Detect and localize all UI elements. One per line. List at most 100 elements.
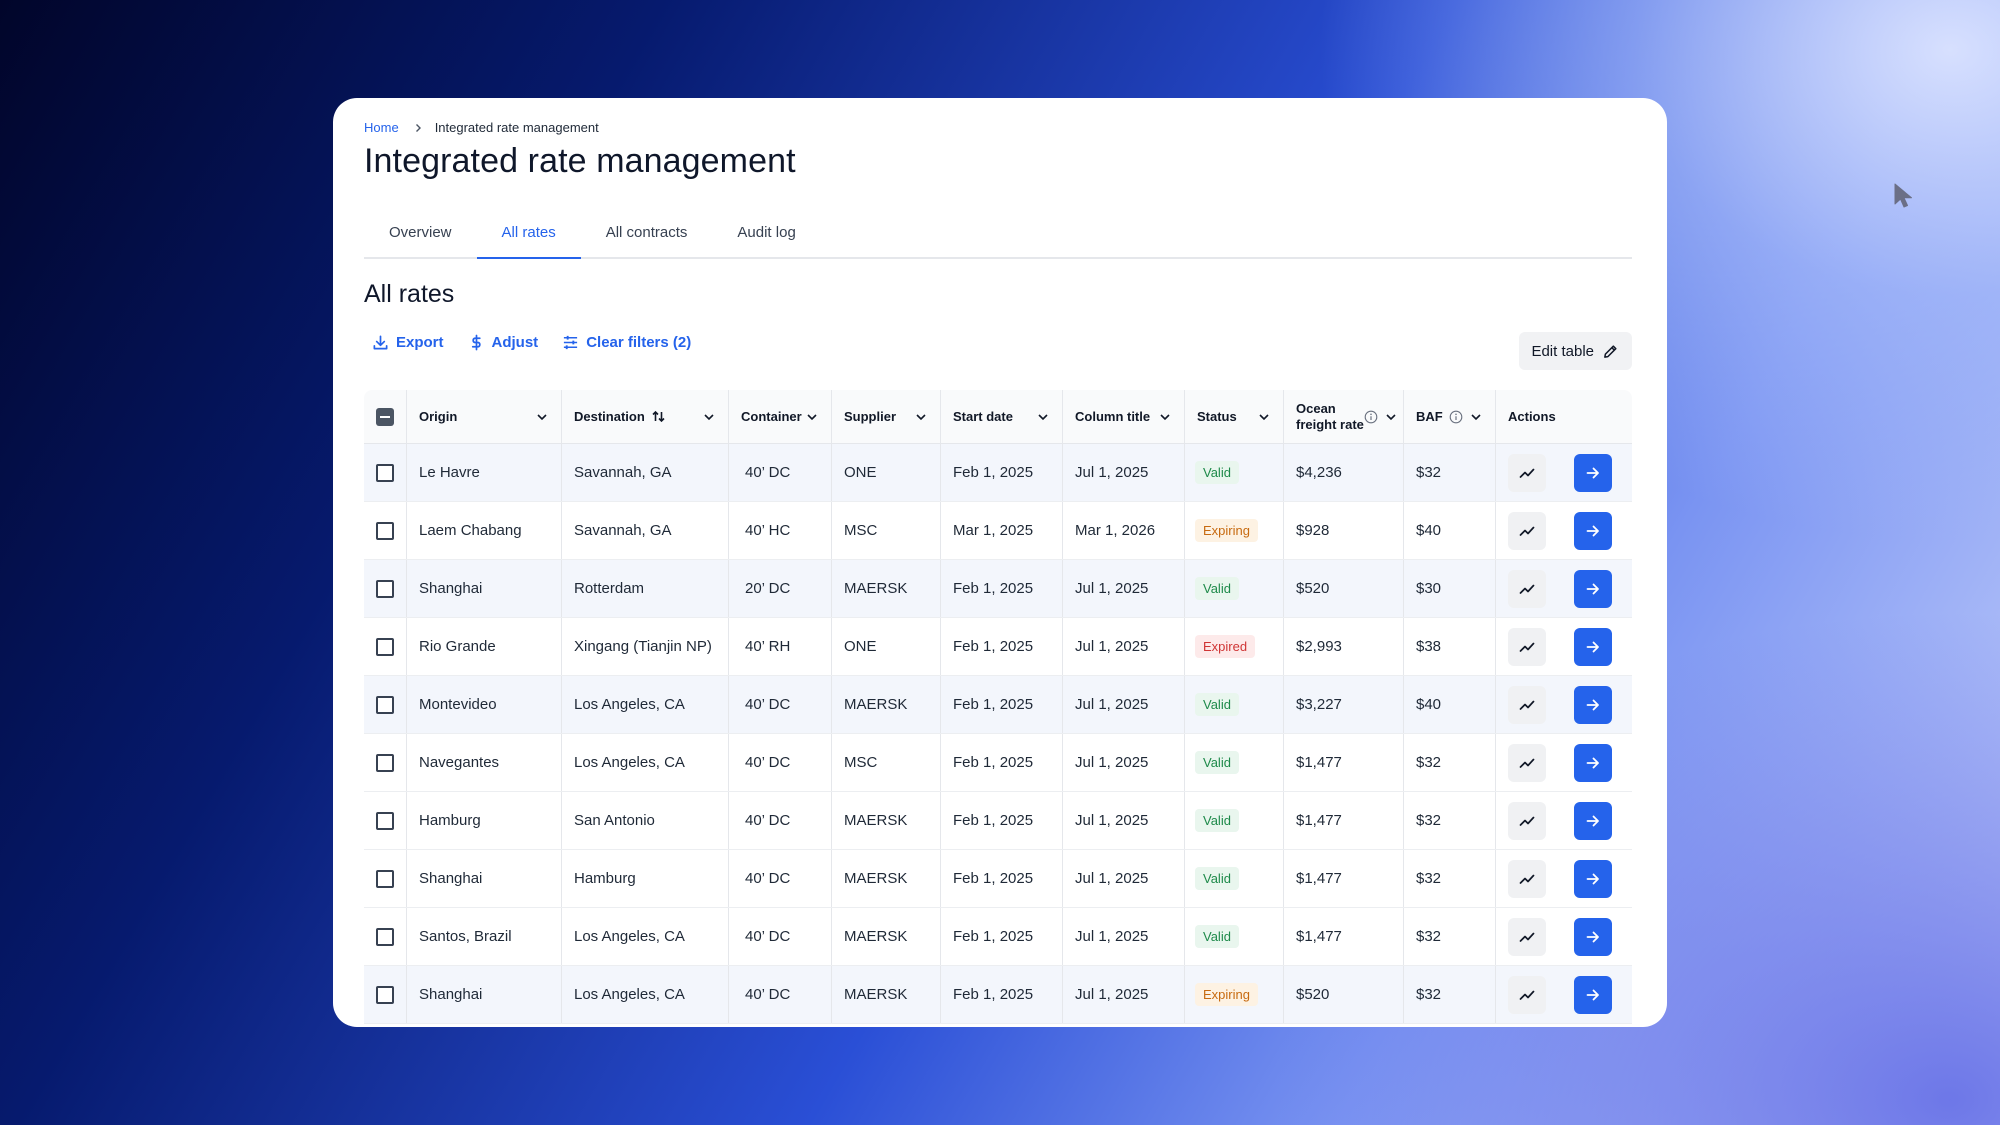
trend-chart-icon[interactable] bbox=[1508, 975, 1546, 1014]
header-container[interactable]: Container bbox=[729, 390, 832, 443]
cell-container: 40’ DC bbox=[729, 734, 832, 791]
select-all-checkbox[interactable] bbox=[376, 407, 394, 426]
cell-start-date: Feb 1, 2025 bbox=[941, 444, 1063, 501]
trend-chart-icon[interactable] bbox=[1508, 627, 1546, 666]
table-row[interactable]: Shanghai Los Angeles, CA 40’ DC MAERSK Feb 1… bbox=[364, 966, 1632, 1024]
cell-origin: Le Havre bbox=[407, 444, 562, 501]
cell-supplier: MSC bbox=[832, 502, 941, 559]
edit-table-button[interactable]: Edit table bbox=[1519, 332, 1632, 370]
cell-origin: Montevideo bbox=[407, 676, 562, 733]
trend-chart-icon[interactable] bbox=[1508, 917, 1546, 956]
cell-baf: $32 bbox=[1404, 444, 1496, 501]
trend-chart-icon[interactable] bbox=[1508, 453, 1546, 492]
cell-actions bbox=[1496, 444, 1632, 501]
cell-supplier: MAERSK bbox=[832, 966, 941, 1023]
row-checkbox[interactable] bbox=[376, 811, 394, 830]
trend-chart-icon[interactable] bbox=[1508, 743, 1546, 782]
arrow-right-icon[interactable] bbox=[1574, 627, 1612, 666]
row-checkbox[interactable] bbox=[376, 753, 394, 772]
arrow-right-icon[interactable] bbox=[1574, 801, 1612, 840]
cell-start-date: Feb 1, 2025 bbox=[941, 618, 1063, 675]
info-icon[interactable] bbox=[1449, 410, 1463, 424]
cell-supplier: MAERSK bbox=[832, 676, 941, 733]
cell-start-date: Feb 1, 2025 bbox=[941, 676, 1063, 733]
cell-destination: Los Angeles, CA bbox=[562, 908, 729, 965]
trend-chart-icon[interactable] bbox=[1508, 685, 1546, 724]
row-checkbox[interactable] bbox=[376, 463, 394, 482]
row-checkbox[interactable] bbox=[376, 579, 394, 598]
status-badge: Expiring bbox=[1195, 983, 1258, 1006]
table-row[interactable]: Shanghai Rotterdam 20’ DC MAERSK Feb 1, 2025… bbox=[364, 560, 1632, 618]
cell-destination: Rotterdam bbox=[562, 560, 729, 617]
arrow-right-icon[interactable] bbox=[1574, 569, 1612, 608]
table-row[interactable]: Montevideo Los Angeles, CA 40’ DC MAERSK Feb… bbox=[364, 676, 1632, 734]
table-row[interactable]: Laem Chabang Savannah, GA 40’ HC MSC Mar 1, … bbox=[364, 502, 1632, 560]
cell-ocean-freight-rate: $4,236 bbox=[1284, 444, 1404, 501]
trend-chart-icon[interactable] bbox=[1508, 569, 1546, 608]
status-badge: Expiring bbox=[1195, 519, 1258, 542]
chevron-down-icon bbox=[1038, 413, 1048, 420]
export-button[interactable]: Export bbox=[372, 334, 444, 351]
tab-overview[interactable]: Overview bbox=[389, 224, 452, 241]
cell-origin: Hamburg bbox=[407, 792, 562, 849]
status-badge: Valid bbox=[1195, 461, 1239, 484]
table-row[interactable]: Hamburg San Antonio 40’ DC MAERSK Feb 1, 202… bbox=[364, 792, 1632, 850]
row-checkbox[interactable] bbox=[376, 927, 394, 946]
cell-status: Valid bbox=[1185, 792, 1284, 849]
header-baf[interactable]: BAF bbox=[1404, 390, 1496, 443]
row-select-cell bbox=[364, 676, 407, 733]
cell-status: Valid bbox=[1185, 560, 1284, 617]
breadcrumb-home-link[interactable]: Home bbox=[364, 120, 399, 135]
row-checkbox[interactable] bbox=[376, 695, 394, 714]
trend-chart-icon[interactable] bbox=[1508, 511, 1546, 550]
cell-baf: $32 bbox=[1404, 792, 1496, 849]
cell-container: 20’ DC bbox=[729, 560, 832, 617]
header-actions: Actions bbox=[1496, 390, 1632, 443]
header-destination[interactable]: Destination bbox=[562, 390, 729, 443]
header-status[interactable]: Status bbox=[1185, 390, 1284, 443]
table-row[interactable]: Santos, Brazil Los Angeles, CA 40’ DC MAERS… bbox=[364, 908, 1632, 966]
cell-supplier: ONE bbox=[832, 444, 941, 501]
arrow-right-icon[interactable] bbox=[1574, 743, 1612, 782]
table-row[interactable]: Shanghai Hamburg 40’ DC MAERSK Feb 1, 2025 Ju… bbox=[364, 850, 1632, 908]
info-icon[interactable] bbox=[1364, 410, 1378, 424]
trend-chart-icon[interactable] bbox=[1508, 859, 1546, 898]
table-row[interactable]: Navegantes Los Angeles, CA 40’ DC MSC Feb 1,… bbox=[364, 734, 1632, 792]
header-status-label: Status bbox=[1197, 409, 1237, 424]
tab-all-contracts[interactable]: All contracts bbox=[605, 224, 688, 241]
arrow-right-icon[interactable] bbox=[1574, 511, 1612, 550]
arrow-right-icon[interactable] bbox=[1574, 975, 1612, 1014]
header-column-title[interactable]: Column title bbox=[1063, 390, 1185, 443]
header-ocean-freight-rate[interactable]: Ocean freight rate bbox=[1284, 390, 1404, 443]
header-start-date[interactable]: Start date bbox=[941, 390, 1063, 443]
cell-end-date: Jul 1, 2025 bbox=[1063, 444, 1185, 501]
header-origin[interactable]: Origin bbox=[407, 390, 562, 443]
arrow-right-icon[interactable] bbox=[1574, 859, 1612, 898]
row-checkbox[interactable] bbox=[376, 869, 394, 888]
tab-all-rates[interactable]: All rates bbox=[476, 216, 581, 259]
clear-filters-button[interactable]: Clear filters (2) bbox=[562, 334, 691, 351]
arrow-right-icon[interactable] bbox=[1574, 917, 1612, 956]
cell-destination: Los Angeles, CA bbox=[562, 966, 729, 1023]
cell-actions bbox=[1496, 850, 1632, 907]
table-row[interactable]: Le Havre Savannah, GA 40’ DC ONE Feb 1, 2025… bbox=[364, 444, 1632, 502]
table-row[interactable]: Rio Grande Xingang (Tianjin NP) 40’ RH ONE F… bbox=[364, 618, 1632, 676]
row-checkbox[interactable] bbox=[376, 521, 394, 540]
arrow-right-icon[interactable] bbox=[1574, 685, 1612, 724]
row-checkbox[interactable] bbox=[376, 637, 394, 656]
sort-arrows-icon[interactable] bbox=[651, 409, 666, 424]
cell-actions bbox=[1496, 734, 1632, 791]
dollar-icon bbox=[471, 334, 481, 351]
arrow-right-icon[interactable] bbox=[1574, 453, 1612, 492]
row-checkbox[interactable] bbox=[376, 985, 394, 1004]
cell-destination: Los Angeles, CA bbox=[562, 676, 729, 733]
header-start-date-label: Start date bbox=[953, 409, 1013, 424]
trend-chart-icon[interactable] bbox=[1508, 801, 1546, 840]
tab-audit-log[interactable]: Audit log bbox=[737, 224, 796, 241]
header-supplier[interactable]: Supplier bbox=[832, 390, 941, 443]
pencil-icon bbox=[1604, 344, 1617, 358]
adjust-button[interactable]: Adjust bbox=[468, 334, 538, 351]
cell-status: Expiring bbox=[1185, 966, 1284, 1023]
cell-ocean-freight-rate: $520 bbox=[1284, 560, 1404, 617]
cell-actions bbox=[1496, 676, 1632, 733]
